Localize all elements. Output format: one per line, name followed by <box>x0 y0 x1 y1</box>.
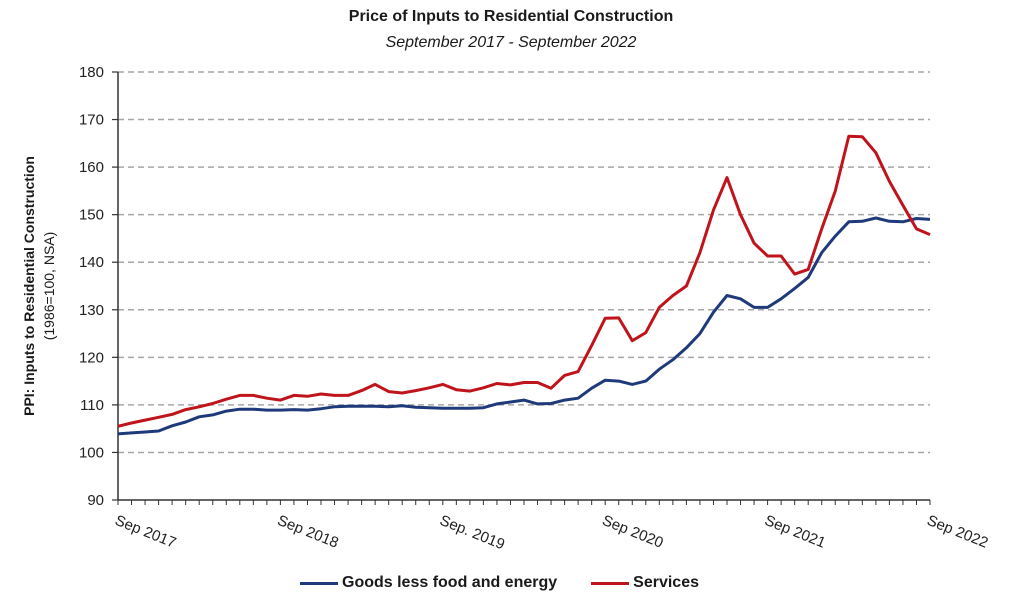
x-tick-label: Sep 2018 <box>275 512 341 552</box>
y-tick-label: 170 <box>79 112 104 129</box>
legend-label-goods: Goods less food and energy <box>342 574 558 591</box>
legend-swatch-goods <box>300 581 338 585</box>
x-tick-label: Sep 2017 <box>113 512 179 552</box>
legend-label-services: Services <box>633 574 699 591</box>
y-tick-label: 140 <box>79 254 104 271</box>
y-tick-labels: 90 100 110 120 130 140 150 160 170 180 <box>79 64 104 509</box>
y-tick-label: 90 <box>87 492 104 509</box>
chart-subtitle: September 2017 - September 2022 <box>385 34 637 51</box>
y-axis-subtitle: (1986=100, NSA) <box>41 232 57 341</box>
series-line-services <box>117 134 931 428</box>
x-tick-label: Sep 2020 <box>600 512 666 552</box>
y-tick-label: 110 <box>80 397 104 414</box>
series-lines <box>117 134 931 436</box>
series-line-goods <box>117 216 931 436</box>
legend: Goods less food and energy Services <box>300 574 733 592</box>
y-tick-label: 100 <box>79 444 104 461</box>
chart-title: Price of Inputs to Residential Construct… <box>348 8 674 25</box>
y-tick-label: 180 <box>79 64 104 81</box>
y-tick-label: 120 <box>79 349 104 366</box>
y-axis-label: PPI: Inputs to Residential Construction … <box>21 156 57 416</box>
y-axis-title: PPI: Inputs to Residential Construction <box>21 156 37 416</box>
gridlines <box>118 71 930 454</box>
legend-swatch-services <box>591 581 630 585</box>
y-tick-label: 130 <box>79 302 104 319</box>
x-tick-labels: Sep 2017 Sep 2018 Sep. 2019 Sep 2020 Sep 202… <box>113 512 991 553</box>
y-tick-label: 150 <box>79 207 104 224</box>
axes <box>112 71 931 505</box>
x-tick-label: Sep 2022 <box>925 512 991 552</box>
legend-item-goods: Goods less food and energy <box>300 574 557 592</box>
x-tick-label: Sep. 2019 <box>437 512 507 553</box>
legend-item-services: Services <box>591 574 699 592</box>
x-tick-label: Sep 2021 <box>762 512 828 552</box>
y-tick-label: 160 <box>79 159 104 176</box>
